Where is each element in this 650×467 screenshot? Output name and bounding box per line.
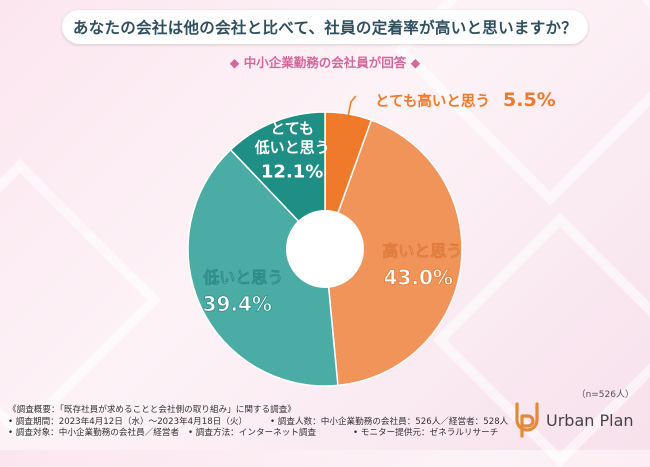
pie-slice-very-low: [229, 111, 326, 251]
chart-title: あなたの会社は他の会社と比べて、社員の定着率が高いと思いますか？: [62, 10, 588, 44]
slice-value-very-low: 12.1%: [261, 162, 323, 183]
slice-label-high: 高いと思う: [382, 242, 462, 261]
logo-text: Urban Plan: [546, 410, 634, 430]
survey-respondents: • 調査人数：中小企業勤務の会社員：526人／経営者：528人: [270, 416, 509, 427]
leader-line: [347, 95, 357, 119]
slice-label-low: 低いと思う: [202, 268, 283, 287]
pie-slice-high: [324, 119, 463, 387]
slice-value-low: 39.4%: [203, 292, 272, 316]
survey-period: • 調査期間：2023年4月12日（水）〜2023年4月18日（火）: [8, 416, 248, 427]
slice-label-very-low-line2: 低いと思う: [254, 139, 330, 157]
survey-provider: • モニター提供元：ゼネラルリサーチ: [353, 428, 499, 439]
survey-target: • 調査対象：中小企業勤務の会社員／経営者: [8, 428, 180, 439]
slice-label-very-high: とても高いと思う: [375, 92, 490, 110]
diamond-icon: ◆: [410, 55, 421, 70]
diamond-icon: ◆: [229, 55, 240, 70]
slice-value-very-high: 5.5%: [503, 89, 556, 111]
pie-center-hole: [286, 210, 364, 288]
chart-subtitle-text: 中小企業勤務の会社員が回答: [243, 55, 407, 70]
urban-plan-logo: Urban Plan: [514, 402, 634, 438]
chart-subtitle: ◆ 中小企業勤務の会社員が回答 ◆: [0, 52, 650, 71]
chart-title-text: あなたの会社は他の会社と比べて、社員の定着率が高いと思いますか？: [72, 19, 578, 37]
sample-size-note: （n=526人）: [576, 390, 634, 400]
urban-plan-logo-icon: [515, 402, 539, 438]
slice-label-very-low-line1: とても: [270, 120, 314, 138]
slice-value-high: 43.0%: [384, 266, 453, 290]
pie-chart: とても高いと思う 5.5%高いと思う43.0%低いと思う39.4%とても低いと思う…: [187, 89, 556, 387]
pie-slice-low: [187, 148, 339, 387]
survey-footer: 《調査概要：「既存社員が求めることと会社側の取り組み」に関する調査》 • 調査期…: [8, 405, 508, 440]
survey-overview: 《調査概要：「既存社員が求めることと会社側の取り組み」に関する調査》: [8, 405, 296, 415]
survey-method: • 調査方法：インターネット調査: [188, 428, 317, 439]
